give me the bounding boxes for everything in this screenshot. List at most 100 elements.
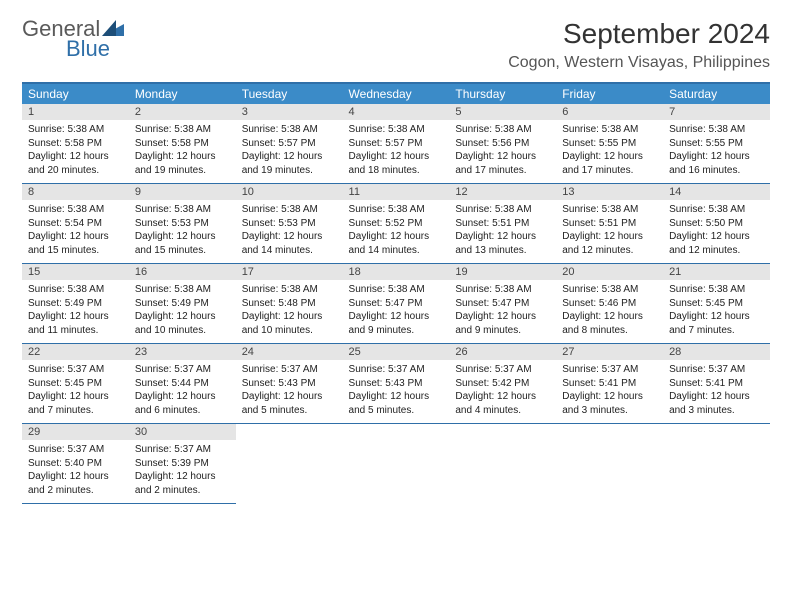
sunset-text: Sunset: 5:57 PM <box>349 137 444 151</box>
day-number: 6 <box>556 104 663 120</box>
daylight-text: Daylight: 12 hours <box>349 230 444 244</box>
day-cell: 2Sunrise: 5:38 AMSunset: 5:58 PMDaylight… <box>129 104 236 184</box>
sunrise-text: Sunrise: 5:38 AM <box>349 203 444 217</box>
day-cell: 19Sunrise: 5:38 AMSunset: 5:47 PMDayligh… <box>449 264 556 344</box>
day-cell <box>663 424 770 504</box>
sunset-text: Sunset: 5:52 PM <box>349 217 444 231</box>
day-body: Sunrise: 5:38 AMSunset: 5:51 PMDaylight:… <box>449 200 556 263</box>
day-body: Sunrise: 5:38 AMSunset: 5:52 PMDaylight:… <box>343 200 450 263</box>
day-cell <box>236 424 343 504</box>
day-number: 27 <box>556 344 663 360</box>
daylight-text: and 9 minutes. <box>349 324 444 338</box>
day-number: 8 <box>22 184 129 200</box>
day-cell: 27Sunrise: 5:37 AMSunset: 5:41 PMDayligh… <box>556 344 663 424</box>
weekday-header-row: Sunday Monday Tuesday Wednesday Thursday… <box>22 83 770 104</box>
daylight-text: Daylight: 12 hours <box>455 150 550 164</box>
daylight-text: and 6 minutes. <box>135 404 230 418</box>
daylight-text: Daylight: 12 hours <box>349 150 444 164</box>
day-cell: 11Sunrise: 5:38 AMSunset: 5:52 PMDayligh… <box>343 184 450 264</box>
daylight-text: Daylight: 12 hours <box>562 230 657 244</box>
day-number: 16 <box>129 264 236 280</box>
daylight-text: Daylight: 12 hours <box>242 390 337 404</box>
sunset-text: Sunset: 5:53 PM <box>135 217 230 231</box>
sunset-text: Sunset: 5:53 PM <box>242 217 337 231</box>
day-number: 28 <box>663 344 770 360</box>
day-cell: 1Sunrise: 5:38 AMSunset: 5:58 PMDaylight… <box>22 104 129 184</box>
daylight-text: and 10 minutes. <box>242 324 337 338</box>
calendar-week-row: 29 Sunrise: 5:37 AM Sunset: 5:40 PMDayligh… <box>22 424 770 504</box>
day-number: 2 <box>129 104 236 120</box>
sunrise-text: Sunrise: 5:38 AM <box>135 123 230 137</box>
daylight-text: Daylight: 12 hours <box>135 150 230 164</box>
daylight-text: and 20 minutes. <box>28 164 123 178</box>
sunset-text: Sunset: 5:57 PM <box>242 137 337 151</box>
weekday-header: Sunday <box>22 83 129 104</box>
day-body: Sunrise: 5:38 AMSunset: 5:48 PMDaylight:… <box>236 280 343 343</box>
day-body: Sunrise: 5:38 AMSunset: 5:47 PMDaylight:… <box>449 280 556 343</box>
day-cell: 23Sunrise: 5:37 AMSunset: 5:44 PMDayligh… <box>129 344 236 424</box>
calendar-week-row: 8Sunrise: 5:38 AMSunset: 5:54 PMDaylight… <box>22 184 770 264</box>
day-cell <box>556 424 663 504</box>
day-number: 3 <box>236 104 343 120</box>
daylight-text: and 16 minutes. <box>669 164 764 178</box>
day-cell: 8Sunrise: 5:38 AMSunset: 5:54 PMDaylight… <box>22 184 129 264</box>
day-body: Sunrise: 5:38 AMSunset: 5:49 PMDaylight:… <box>22 280 129 343</box>
sunset-text: Sunset: 5:41 PM <box>669 377 764 391</box>
daylight-text: Daylight: 12 hours <box>28 310 123 324</box>
sunrise-text: Sunrise: 5:37 AM <box>135 443 230 457</box>
daylight-text: Daylight: 12 hours <box>28 470 123 484</box>
daylight-text: Daylight: 12 hours <box>669 310 764 324</box>
sunrise-text: Sunrise: 5:38 AM <box>349 123 444 137</box>
day-number: 13 <box>556 184 663 200</box>
daylight-text: Daylight: 12 hours <box>28 390 123 404</box>
day-cell: 30Sunrise: 5:37 AMSunset: 5:39 PMDayligh… <box>129 424 236 504</box>
day-cell: 4Sunrise: 5:38 AMSunset: 5:57 PMDaylight… <box>343 104 450 184</box>
sunset-text: Sunset: 5:51 PM <box>455 217 550 231</box>
sunset-text: Sunset: 5:49 PM <box>28 297 123 311</box>
daylight-text: Daylight: 12 hours <box>349 390 444 404</box>
day-cell: 10Sunrise: 5:38 AMSunset: 5:53 PMDayligh… <box>236 184 343 264</box>
day-number: 15 <box>22 264 129 280</box>
sunset-text: Sunset: 5:45 PM <box>28 377 123 391</box>
sunrise-text: Sunrise: 5:38 AM <box>349 283 444 297</box>
day-number: 23 <box>129 344 236 360</box>
sunset-text: Sunset: 5:55 PM <box>669 137 764 151</box>
daylight-text: Daylight: 12 hours <box>242 230 337 244</box>
daylight-text: Daylight: 12 hours <box>349 310 444 324</box>
sunrise-text: Sunrise: 5:38 AM <box>562 203 657 217</box>
day-body: Sunrise: 5:38 AMSunset: 5:51 PMDaylight:… <box>556 200 663 263</box>
sunrise-text: Sunrise: 5:38 AM <box>28 123 123 137</box>
weekday-header: Saturday <box>663 83 770 104</box>
sunrise-text: Sunrise: 5:37 AM <box>349 363 444 377</box>
day-body: Sunrise: 5:38 AMSunset: 5:56 PMDaylight:… <box>449 120 556 183</box>
day-number: 18 <box>343 264 450 280</box>
daylight-text: Daylight: 12 hours <box>455 390 550 404</box>
day-body: Sunrise: 5:38 AMSunset: 5:53 PMDaylight:… <box>129 200 236 263</box>
day-number: 9 <box>129 184 236 200</box>
day-cell: 18Sunrise: 5:38 AMSunset: 5:47 PMDayligh… <box>343 264 450 344</box>
daylight-text: and 7 minutes. <box>28 404 123 418</box>
sunset-text: Sunset: 5:42 PM <box>455 377 550 391</box>
sunset-text: Sunset: 5:58 PM <box>28 137 123 151</box>
location: Cogon, Western Visayas, Philippines <box>508 54 770 72</box>
sunrise-text: Sunrise: 5:38 AM <box>562 283 657 297</box>
day-cell <box>343 424 450 504</box>
sunrise-text: Sunrise: 5:38 AM <box>242 283 337 297</box>
day-number: 5 <box>449 104 556 120</box>
day-body: Sunrise: 5:38 AMSunset: 5:50 PMDaylight:… <box>663 200 770 263</box>
day-cell: 6Sunrise: 5:38 AMSunset: 5:55 PMDaylight… <box>556 104 663 184</box>
sunrise-text: Sunrise: 5:38 AM <box>135 203 230 217</box>
weekday-header: Tuesday <box>236 83 343 104</box>
day-number: 29 <box>22 424 129 440</box>
day-number: 24 <box>236 344 343 360</box>
sunset-text: Sunset: 5:40 PM <box>28 457 123 471</box>
sunrise-text: Sunrise: 5:38 AM <box>455 123 550 137</box>
daylight-text: and 17 minutes. <box>455 164 550 178</box>
day-body: Sunrise: 5:37 AMSunset: 5:45 PMDaylight:… <box>22 360 129 423</box>
day-number: 10 <box>236 184 343 200</box>
day-number: 30 <box>129 424 236 440</box>
daylight-text: and 5 minutes. <box>349 404 444 418</box>
sunrise-text: Sunrise: 5:38 AM <box>28 203 123 217</box>
daylight-text: and 19 minutes. <box>135 164 230 178</box>
sunrise-text: Sunrise: 5:37 AM <box>28 363 123 377</box>
